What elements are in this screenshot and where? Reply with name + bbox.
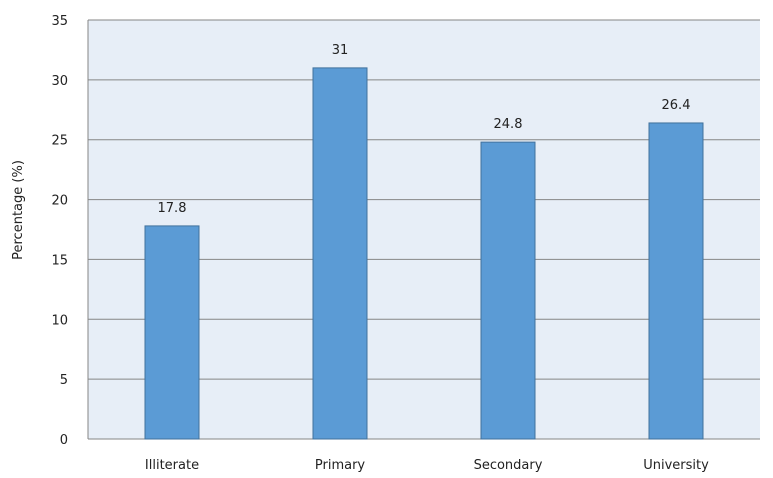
bar-secondary: [480, 141, 536, 440]
x-axis-labels: Illiterate Primary Secondary University: [145, 458, 709, 473]
x-category-label-university: University: [643, 458, 709, 473]
x-category-label-secondary: Secondary: [474, 458, 543, 473]
y-tick-label-35: 35: [51, 14, 68, 29]
bar-illiterate: [144, 225, 200, 440]
y-tick-label-20: 20: [51, 194, 68, 209]
data-label-university: 26.4: [662, 98, 691, 113]
x-category-label-illiterate: Illiterate: [145, 458, 199, 473]
x-category-label-primary: Primary: [315, 458, 366, 473]
data-label-primary: 31: [332, 43, 349, 58]
y-tick-label-30: 30: [51, 74, 68, 89]
y-tick-label-15: 15: [51, 253, 68, 268]
y-axis-title: Percentage (%): [11, 160, 26, 260]
gridlines: [87, 19, 760, 440]
data-label-secondary: 24.8: [494, 117, 523, 132]
bar-primary: [312, 67, 368, 440]
y-tick-label-0: 0: [60, 433, 68, 448]
plot-area: [88, 20, 760, 439]
bar-university: [648, 122, 704, 440]
y-tick-label-25: 25: [51, 134, 68, 149]
data-labels: 17.8 31 24.8 26.4: [158, 43, 691, 216]
y-axis-ticks: 0 5 10 15 20 25 30 35: [51, 14, 68, 448]
y-tick-label-10: 10: [51, 313, 68, 328]
bars: [144, 67, 704, 440]
y-tick-label-5: 5: [60, 373, 68, 388]
data-label-illiterate: 17.8: [158, 201, 187, 216]
